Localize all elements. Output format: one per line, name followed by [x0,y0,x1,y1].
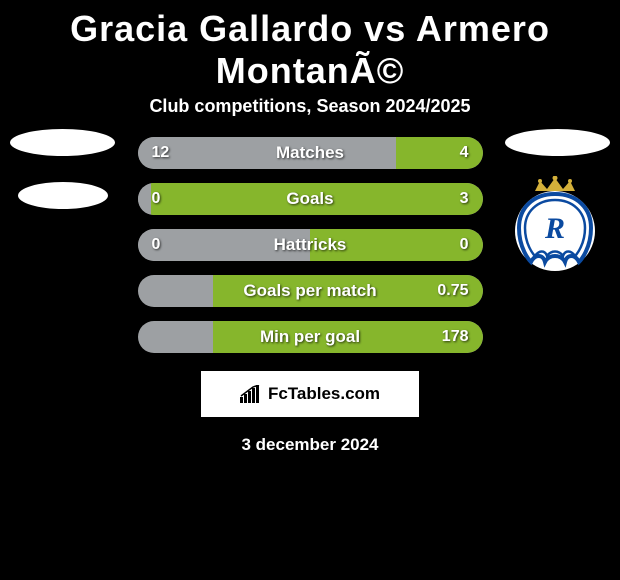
stat-bar-row: 03Goals [138,183,483,215]
stat-bar-row: 178Min per goal [138,321,483,353]
attribution-text: FcTables.com [268,384,380,404]
player-left-logos [10,129,115,209]
attribution-badge: FcTables.com [201,371,419,417]
stats-comparison-card: Gracia Gallardo vs Armero MontanÃ© Club … [0,0,620,455]
placeholder-ellipse-icon [18,182,108,209]
main-area: R 124Matches 03Goals 00Hattricks 0.75Goals … [0,137,620,455]
stat-label: Goals per match [138,281,483,301]
placeholder-ellipse-icon [10,129,115,156]
page-title: Gracia Gallardo vs Armero MontanÃ© [0,0,620,96]
stat-bars: 124Matches 03Goals 00Hattricks 0.75Goals pe… [138,137,483,353]
crest-letter: R [544,212,565,245]
stat-label: Min per goal [138,327,483,347]
placeholder-ellipse-icon [505,129,610,156]
player-right-logos: R [505,129,610,276]
stat-bar-row: 124Matches [138,137,483,169]
stat-label: Matches [138,143,483,163]
crown-icon [535,176,575,191]
bars-chart-icon [240,385,262,403]
stat-label: Goals [138,189,483,209]
club-crest-icon: R [505,176,605,271]
stat-bar-row: 0.75Goals per match [138,275,483,307]
date-text: 3 december 2024 [0,435,620,455]
stat-bar-row: 00Hattricks [138,229,483,261]
stat-label: Hattricks [138,235,483,255]
